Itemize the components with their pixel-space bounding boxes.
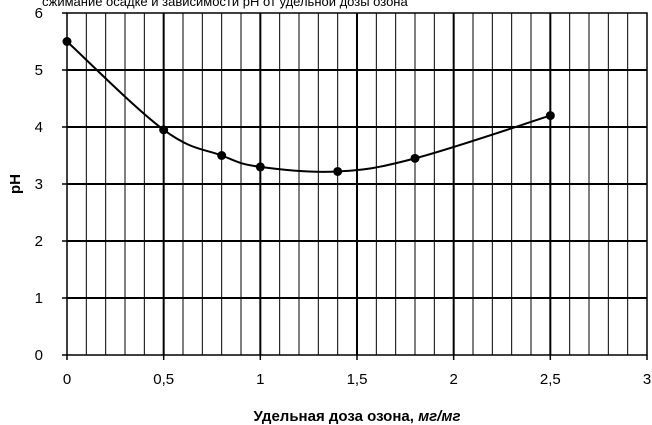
y-axis-title: pH (7, 174, 24, 194)
data-point (410, 153, 420, 163)
y-tick-label: 3 (35, 176, 43, 193)
x-tick-label: 0,5 (153, 371, 174, 388)
x-axis-title: Удельная доза озона, мг/мг (254, 408, 461, 425)
data-markers (62, 37, 555, 176)
data-point (333, 166, 343, 176)
x-tick-labels: 0 0,5 1 1,5 2 2,5 3 (63, 355, 651, 388)
x-tick-label: 3 (643, 371, 651, 388)
data-point (62, 37, 72, 46)
x-tick-label: 1,5 (347, 371, 368, 388)
y-tick-label: 5 (35, 62, 43, 79)
x-tick-label: 0 (63, 371, 71, 388)
x-tick-label: 2 (449, 371, 457, 388)
data-point (159, 125, 169, 135)
x-tick-label: 2,5 (540, 371, 561, 388)
y-tick-label: 2 (35, 233, 43, 250)
data-point (545, 111, 555, 121)
x-axis-unit: мг/мг (418, 408, 460, 425)
x-axis-title-text: Удельная доза озона, (254, 408, 414, 425)
y-tick-label: 1 (35, 290, 43, 307)
x-tick-label: 1 (256, 371, 264, 388)
y-tick-label: 6 (35, 5, 43, 22)
data-point (217, 151, 227, 160)
y-tick-labels: 0 1 2 3 4 5 6 (35, 5, 67, 364)
header-fragment: сжимание осадке и зависимости рН от удел… (42, 0, 408, 9)
y-tick-label: 4 (35, 119, 43, 136)
major-grid (67, 13, 647, 355)
series-line (66, 40, 551, 173)
y-tick-label: 0 (35, 347, 43, 364)
data-point (255, 162, 265, 172)
